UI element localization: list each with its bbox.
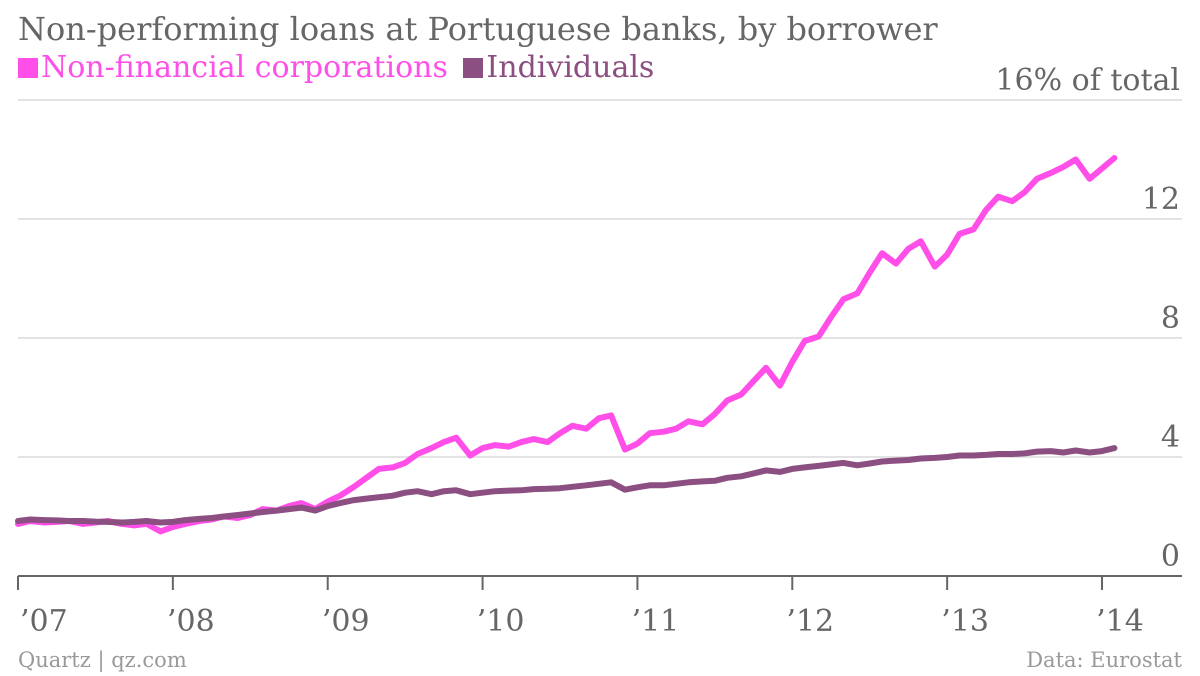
chart-legend: Non-financial corporations Individuals: [18, 50, 660, 85]
data-source: Data: Eurostat: [1026, 648, 1182, 672]
y-tick-label-0: 0: [1161, 539, 1180, 574]
series-line-individuals: [15, 445, 1118, 526]
y-tick-label-8: 8: [1161, 301, 1180, 336]
y-tick-label-12: 12: [1142, 182, 1180, 217]
x-tick-label-2012: ’12: [786, 604, 834, 639]
x-tick-label-2010: ’10: [477, 604, 525, 639]
chart-title: Non-performing loans at Portuguese banks…: [18, 10, 938, 48]
x-tick-label-2014: ’14: [1096, 604, 1144, 639]
source-credit: Quartz | qz.com: [18, 648, 187, 672]
y-axis-labels: 0 4 8 12 16% of total: [995, 63, 1180, 574]
x-tick-label-2013: ’13: [941, 604, 989, 639]
x-tick-label-2011: ’11: [632, 604, 680, 639]
legend-label-individuals: Individuals: [486, 50, 655, 85]
x-tick-label-2009: ’09: [322, 604, 370, 639]
x-axis: [17, 575, 1182, 590]
legend-label-corporations: Non-financial corporations: [41, 50, 448, 85]
legend-swatch-corporations: [18, 58, 38, 78]
series-line-corporations: [15, 155, 1118, 535]
y-tick-label-16: 16% of total: [995, 63, 1180, 98]
x-tick-label-2008: ’08: [167, 604, 215, 639]
x-tick-label-2007: ’07: [20, 604, 68, 639]
legend-swatch-individuals: [463, 58, 484, 78]
x-axis-labels: ’07 ’08 ’09 ’10 ’11 ’12 ’13 ’14: [20, 604, 1144, 639]
legend-item-corporations: Non-financial corporations: [18, 50, 448, 85]
series-lines: [15, 155, 1118, 535]
legend-item-individuals: Individuals: [463, 50, 654, 85]
y-tick-label-4: 4: [1161, 420, 1180, 455]
gridlines: [18, 99, 1182, 458]
